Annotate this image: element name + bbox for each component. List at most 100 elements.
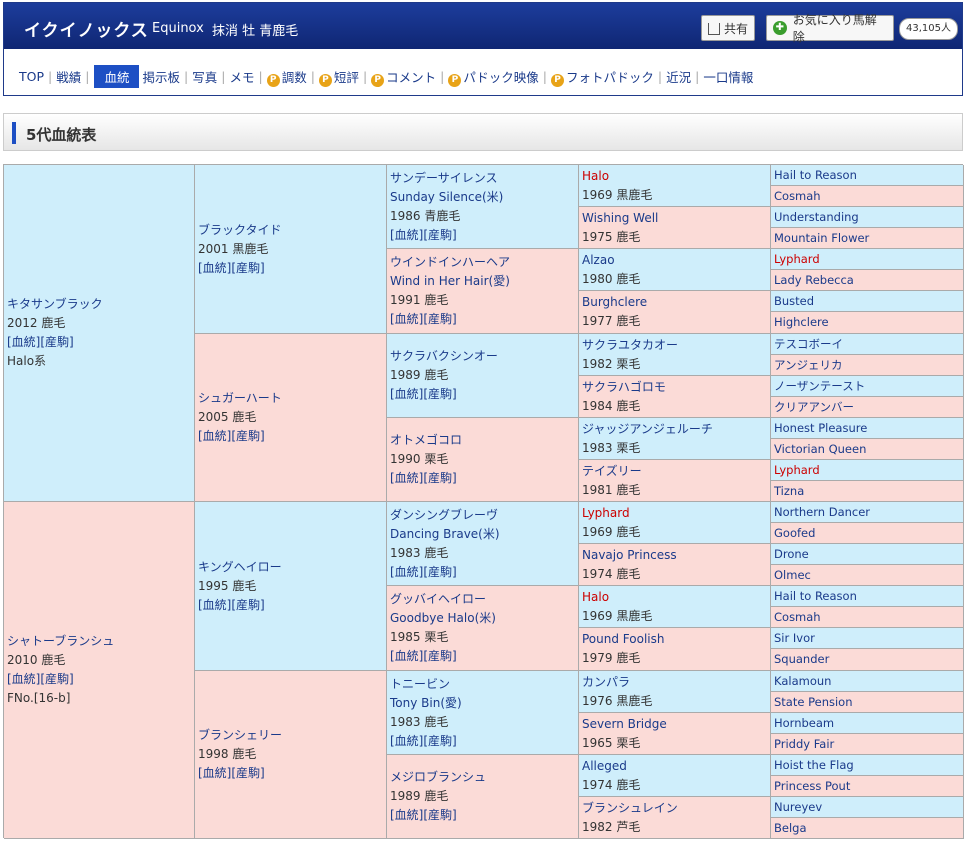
horse-name-link[interactable]: テイズリー — [582, 463, 642, 478]
horse-name-link[interactable]: Halo — [582, 168, 610, 183]
horse-english-name[interactable]: Goodbye Halo(米) — [390, 611, 496, 625]
horse-name-link[interactable]: Halo — [582, 589, 610, 604]
pedigree-links[interactable]: [血統][産駒] — [198, 429, 265, 443]
horse-name-link[interactable]: キタサンブラック — [7, 297, 103, 311]
horse-english-name[interactable]: Tony Bin(愛) — [390, 695, 462, 710]
horse-name-link[interactable]: State Pension — [774, 694, 853, 709]
horse-name-link[interactable]: オトメゴコロ — [390, 433, 463, 447]
horse-name[interactable]: イクイノックス — [24, 21, 149, 41]
nav-item[interactable]: 一口情報 — [702, 67, 754, 86]
horse-name-link[interactable]: Navajo Princess — [582, 547, 677, 562]
nav-item[interactable]: 血統 — [94, 65, 140, 88]
horse-name-link[interactable]: Sir Ivor — [774, 630, 815, 645]
horse-name-link[interactable]: ジャッジアンジェルーチ — [582, 421, 713, 436]
horse-name-link[interactable]: キングヘイロー — [198, 559, 282, 574]
nav-item[interactable]: メモ — [228, 67, 255, 86]
horse-name-link[interactable]: Cosmah — [774, 188, 821, 203]
horse-name-link[interactable]: Alleged — [582, 758, 627, 773]
horse-name-link[interactable]: Goofed — [774, 525, 816, 540]
horse-name-link[interactable]: Cosmah — [774, 609, 821, 624]
pedigree-links[interactable]: [血統][産駒] — [198, 597, 265, 612]
horse-name-link[interactable]: Hail to Reason — [774, 588, 857, 603]
horse-name-link[interactable]: テスコボーイ — [774, 336, 843, 351]
pedigree-links[interactable]: [血統][産駒] — [390, 471, 457, 485]
pedigree-links[interactable]: [血統][産駒] — [390, 564, 457, 579]
horse-year: 1989 鹿毛 — [390, 789, 449, 803]
nav-item[interactable]: P コメント — [370, 67, 437, 87]
nav-item[interactable]: TOP — [18, 69, 45, 84]
horse-name-link[interactable]: Tizna — [774, 483, 805, 498]
pedigree-links[interactable]: [血統][産駒] — [7, 335, 74, 349]
nav-item[interactable]: 戦績 — [55, 67, 82, 86]
pedigree-links[interactable]: [血統][産駒] — [390, 387, 457, 401]
horse-name-link[interactable]: ブラックタイド — [198, 222, 282, 237]
horse-name-link[interactable]: Wishing Well — [582, 210, 659, 225]
nav-item[interactable]: 近況 — [665, 67, 692, 86]
share-button[interactable]: 共有 — [701, 15, 755, 41]
nav-separator: | — [258, 69, 263, 84]
horse-name-link[interactable]: Lyphard — [774, 462, 820, 477]
nav-item[interactable]: 写真 — [191, 67, 218, 86]
pedigree-links[interactable]: [血統][産駒] — [390, 312, 457, 326]
horse-name-link[interactable]: Squander — [774, 652, 830, 666]
horse-name-link[interactable]: ノーザンテースト — [774, 378, 866, 393]
nav-item[interactable]: P 短評 — [318, 67, 360, 87]
pedigree-links[interactable]: [血統][産駒] — [390, 227, 457, 242]
horse-name-link[interactable]: Princess Pout — [774, 778, 851, 793]
horse-name-link[interactable]: Lyphard — [582, 505, 630, 520]
horse-name-link[interactable]: Belga — [774, 820, 807, 835]
horse-name-link[interactable]: Northern Dancer — [774, 504, 871, 519]
horse-name-link[interactable]: グッバイヘイロー — [390, 592, 487, 606]
horse-name-link[interactable]: Olmec — [774, 567, 811, 582]
horse-name-link[interactable]: Hail to Reason — [774, 167, 857, 182]
pedigree-links[interactable]: [血統][産駒] — [198, 260, 265, 275]
horse-name-link[interactable]: Busted — [774, 293, 815, 308]
horse-name-link[interactable]: Severn Bridge — [582, 716, 667, 731]
horse-name-link[interactable]: アンジェリカ — [774, 357, 843, 372]
nav-item[interactable]: P フォトパドック — [550, 67, 655, 87]
horse-name-link[interactable]: メジロブランシュ — [390, 770, 487, 784]
pedigree-links[interactable]: [血統][産駒] — [7, 672, 74, 686]
horse-name-link[interactable]: ウインドインハーヘア — [390, 255, 511, 269]
horse-name-link[interactable]: Understanding — [774, 209, 859, 224]
horse-name-link[interactable]: サクラユタカオー — [582, 337, 679, 352]
horse-name-link[interactable]: シュガーハート — [198, 391, 282, 405]
horse-name-link[interactable]: サクラバクシンオー — [390, 349, 498, 363]
pedigree-links[interactable]: [血統][産駒] — [390, 649, 457, 663]
horse-name-link[interactable]: Victorian Queen — [774, 441, 867, 456]
nav-item[interactable]: 掲示板 — [141, 67, 181, 86]
horse-name-link[interactable]: ダンシングブレーヴ — [390, 507, 499, 522]
favorite-button[interactable]: ✚ お気に入り馬解除 — [766, 13, 894, 44]
horse-name-link[interactable]: Pound Foolish — [582, 632, 665, 646]
horse-name-link[interactable]: Drone — [774, 546, 809, 561]
horse-name-link[interactable]: Lyphard — [774, 251, 820, 266]
pedigree-links[interactable]: [血統][産駒] — [390, 733, 457, 748]
horse-name-link[interactable]: サンデーサイレンス — [390, 170, 498, 185]
nav-item[interactable]: P 調数 — [266, 67, 308, 87]
horse-name-link[interactable]: カンパラ — [582, 674, 631, 689]
horse-english-name[interactable]: Wind in Her Hair(愛) — [390, 274, 510, 288]
horse-english-name[interactable]: Dancing Brave(米) — [390, 526, 500, 541]
pedigree-cell-g4: サクラハゴロモ 1984 鹿毛 — [579, 376, 771, 418]
horse-name-link[interactable]: Priddy Fair — [774, 736, 835, 751]
nav-item[interactable]: P パドック映像 — [447, 67, 539, 87]
horse-name-link[interactable]: Kalamoun — [774, 673, 832, 688]
horse-name-link[interactable]: シャトーブランシュ — [7, 634, 115, 648]
horse-name-link[interactable]: ブランシェリー — [198, 728, 283, 742]
horse-name-link[interactable]: Nureyev — [774, 799, 823, 814]
pedigree-links[interactable]: [血統][産駒] — [390, 808, 457, 822]
horse-name-link[interactable]: Highclere — [774, 315, 829, 329]
horse-name-link[interactable]: サクラハゴロモ — [582, 379, 666, 394]
pedigree-links[interactable]: [血統][産駒] — [198, 766, 265, 780]
horse-name-link[interactable]: Mountain Flower — [774, 230, 870, 245]
horse-name-link[interactable]: Hoist the Flag — [774, 757, 854, 772]
horse-name-link[interactable]: ブランシュレイン — [582, 800, 678, 815]
horse-name-link[interactable]: Hornbeam — [774, 715, 835, 730]
horse-name-link[interactable]: Honest Pleasure — [774, 420, 868, 435]
horse-name-link[interactable]: トニービン — [390, 676, 451, 691]
horse-name-link[interactable]: Burghclere — [582, 295, 648, 309]
horse-english-name[interactable]: Sunday Silence(米) — [390, 189, 504, 204]
horse-name-link[interactable]: Lady Rebecca — [774, 272, 854, 287]
horse-name-link[interactable]: クリアアンバー — [774, 399, 855, 414]
horse-name-link[interactable]: Alzao — [582, 252, 615, 267]
